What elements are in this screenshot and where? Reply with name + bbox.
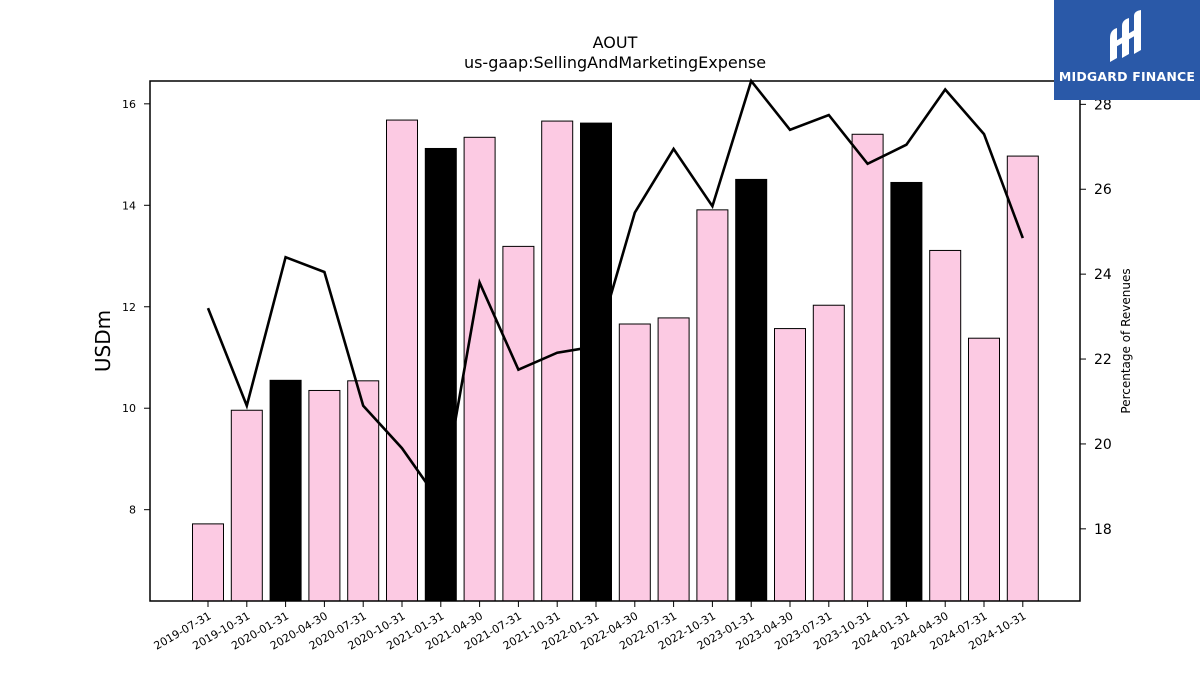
bar-2020-01-31 (269, 379, 302, 602)
bar-2024-04-30 (929, 249, 962, 602)
y-tick-label: 8 (129, 504, 136, 517)
bar-2022-10-31 (696, 209, 729, 602)
y-axis-left: 8 10 12 14 16 (122, 98, 150, 517)
y-tick-label: 12 (122, 301, 136, 314)
bar-2021-01-31 (424, 147, 457, 602)
y-tick-label: 10 (122, 402, 136, 415)
bar-2023-10-31 (851, 133, 884, 602)
y2-tick-label: 18 (1094, 522, 1112, 538)
bar-2024-07-31 (968, 337, 1000, 602)
bar-2019-07-31 (192, 523, 224, 602)
bar-2021-07-31 (502, 245, 535, 602)
y-tick-label: 16 (122, 98, 136, 111)
bar-2023-01-31 (735, 178, 768, 602)
chart-subtitle: us-gaap:SellingAndMarketingExpense (464, 53, 766, 72)
y2-tick-label: 24 (1094, 267, 1112, 283)
bar-2022-04-30 (618, 323, 651, 602)
y2-tick-label: 20 (1094, 437, 1112, 453)
line-path (206, 78, 1025, 507)
plot-frame (149, 80, 1081, 602)
bar-2021-04-30 (463, 136, 496, 602)
bar-2023-04-30 (774, 328, 806, 602)
bar-2023-07-31 (812, 304, 845, 602)
brand-name: MIDGARD FINANCE (1058, 69, 1196, 84)
bar-2024-01-31 (890, 181, 923, 602)
bar-2020-10-31 (386, 119, 418, 602)
bar-2022-07-31 (657, 317, 690, 602)
midgard-logo-icon (1110, 10, 1141, 62)
y2-tick-label: 26 (1094, 182, 1112, 198)
y-axis-right: 18 20 22 24 26 28 (1080, 97, 1112, 538)
bar-2021-10-31 (541, 120, 574, 602)
y2-tick-label: 28 (1094, 97, 1112, 113)
chart-title: AOUT (593, 33, 638, 52)
bar-2019-10-31 (230, 409, 263, 602)
bar-series (192, 119, 1039, 602)
brand-logo: MIDGARD FINANCE (1054, 0, 1200, 100)
bar-2022-01-31 (580, 122, 612, 602)
y-tick-label: 14 (122, 199, 136, 212)
x-axis: 2019-07-312019-10-312020-01-312020-04-30… (152, 601, 1028, 653)
y2-axis-label: Percentage of Revenues (1119, 268, 1133, 413)
y-axis-label: USDm (91, 310, 115, 372)
bar-2020-07-31 (347, 380, 380, 602)
y2-tick-label: 22 (1094, 352, 1112, 368)
line-series (206, 78, 1025, 507)
bar-2024-10-31 (1006, 155, 1039, 602)
bar-2020-04-30 (308, 389, 341, 602)
